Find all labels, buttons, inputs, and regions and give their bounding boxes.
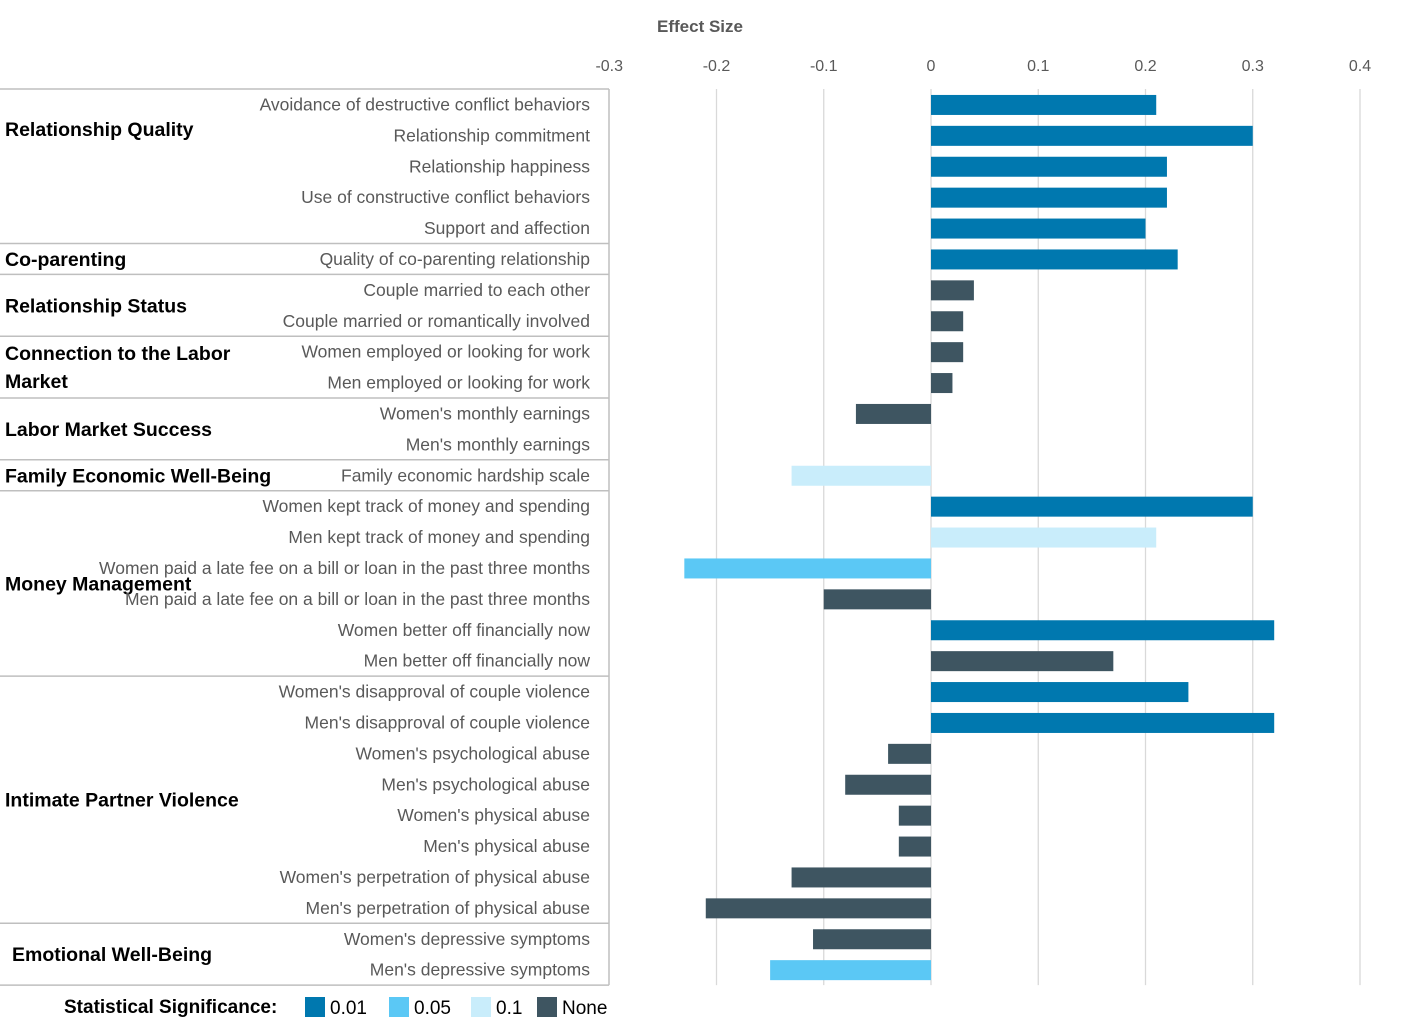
row-label: Women paid a late fee on a bill or loan … — [99, 558, 590, 578]
row-label: Couple married to each other — [363, 280, 590, 300]
bar — [791, 867, 931, 888]
legend-label: 0.05 — [414, 998, 451, 1019]
bar — [931, 218, 1146, 239]
row-label: Women's disapproval of couple violence — [279, 682, 590, 702]
bar — [791, 465, 931, 486]
row-label: Men's depressive symptoms — [370, 960, 590, 980]
bar — [931, 620, 1275, 641]
group-label: Co-parenting — [5, 249, 126, 271]
bar — [931, 496, 1253, 517]
row-label: Women's perpetration of physical abuse — [280, 867, 590, 887]
bar — [684, 558, 931, 579]
x-tick-label: -0.3 — [595, 58, 623, 75]
x-tick-label: 0.1 — [1027, 58, 1049, 75]
bar — [813, 929, 931, 950]
bar — [931, 527, 1157, 548]
row-label: Avoidance of destructive conflict behavi… — [260, 94, 591, 114]
bar — [770, 960, 931, 981]
legend-swatch — [537, 997, 557, 1017]
axis-title: Effect Size — [657, 17, 743, 36]
x-tick-label: -0.2 — [703, 58, 731, 75]
bar — [931, 125, 1253, 146]
row-label: Women's monthly earnings — [380, 403, 590, 423]
bar — [931, 280, 974, 301]
bar — [898, 836, 931, 857]
legend-label: 0.1 — [496, 998, 522, 1019]
legend-swatch — [305, 997, 325, 1017]
row-label: Women's psychological abuse — [355, 743, 590, 763]
row-label: Men's psychological abuse — [381, 774, 590, 794]
legend-swatch — [471, 997, 491, 1017]
row-label: Men's physical abuse — [423, 836, 590, 856]
bar — [931, 342, 964, 363]
row-label: Men employed or looking for work — [327, 373, 590, 393]
row-label: Women's physical abuse — [397, 805, 590, 825]
bar — [931, 94, 1157, 115]
bar — [888, 743, 931, 764]
row-label: Men paid a late fee on a bill or loan in… — [125, 589, 590, 609]
row-label: Men's perpetration of physical abuse — [306, 898, 590, 918]
row-label: Women kept track of money and spending — [262, 496, 590, 516]
row-label: Relationship commitment — [394, 125, 591, 145]
x-tick-label: 0.3 — [1242, 58, 1264, 75]
bar — [845, 774, 931, 795]
row-label: Quality of co-parenting relationship — [320, 249, 590, 269]
bar — [931, 311, 964, 332]
row-label: Men kept track of money and spending — [288, 527, 590, 547]
row-label: Couple married or romantically involved — [283, 311, 590, 331]
row-label: Men's monthly earnings — [406, 434, 591, 454]
group-label: Market — [5, 371, 68, 393]
x-tick-label: 0 — [927, 58, 936, 75]
bar — [855, 403, 931, 424]
bar — [931, 712, 1275, 733]
legend-swatch — [389, 997, 409, 1017]
group-label: Intimate Partner Violence — [5, 790, 239, 812]
x-tick-label: -0.1 — [810, 58, 838, 75]
row-label: Family economic hardship scale — [341, 465, 590, 485]
group-label: Labor Market Success — [5, 419, 212, 441]
group-label: Family Economic Well-Being — [5, 465, 271, 487]
group-label: Relationship Quality — [5, 119, 194, 141]
group-label: Emotional Well-Being — [12, 944, 212, 966]
legend-title: Statistical Significance: — [64, 997, 277, 1018]
bar — [931, 156, 1167, 177]
bar — [931, 651, 1114, 672]
bar — [931, 682, 1189, 703]
bar — [931, 249, 1178, 270]
legend-label: 0.01 — [330, 998, 367, 1019]
bar — [823, 589, 931, 610]
group-label: Relationship Status — [5, 295, 187, 317]
group-label: Connection to the Labor — [5, 343, 231, 365]
group-label: Money Management — [5, 573, 192, 595]
bar — [898, 805, 931, 826]
legend-label: None — [562, 998, 607, 1019]
row-label: Support and affection — [424, 218, 590, 238]
row-label: Women employed or looking for work — [301, 342, 590, 362]
bar — [931, 187, 1167, 208]
x-tick-label: 0.4 — [1349, 58, 1371, 75]
row-label: Use of constructive conflict behaviors — [301, 187, 590, 207]
x-tick-label: 0.2 — [1134, 58, 1156, 75]
row-label: Women's depressive symptoms — [344, 929, 590, 949]
row-label: Women better off financially now — [338, 620, 591, 640]
row-label: Men better off financially now — [364, 651, 591, 671]
bar — [705, 898, 931, 919]
row-label: Relationship happiness — [409, 156, 590, 176]
row-label: Men's disapproval of couple violence — [305, 712, 590, 732]
bar — [931, 373, 953, 394]
